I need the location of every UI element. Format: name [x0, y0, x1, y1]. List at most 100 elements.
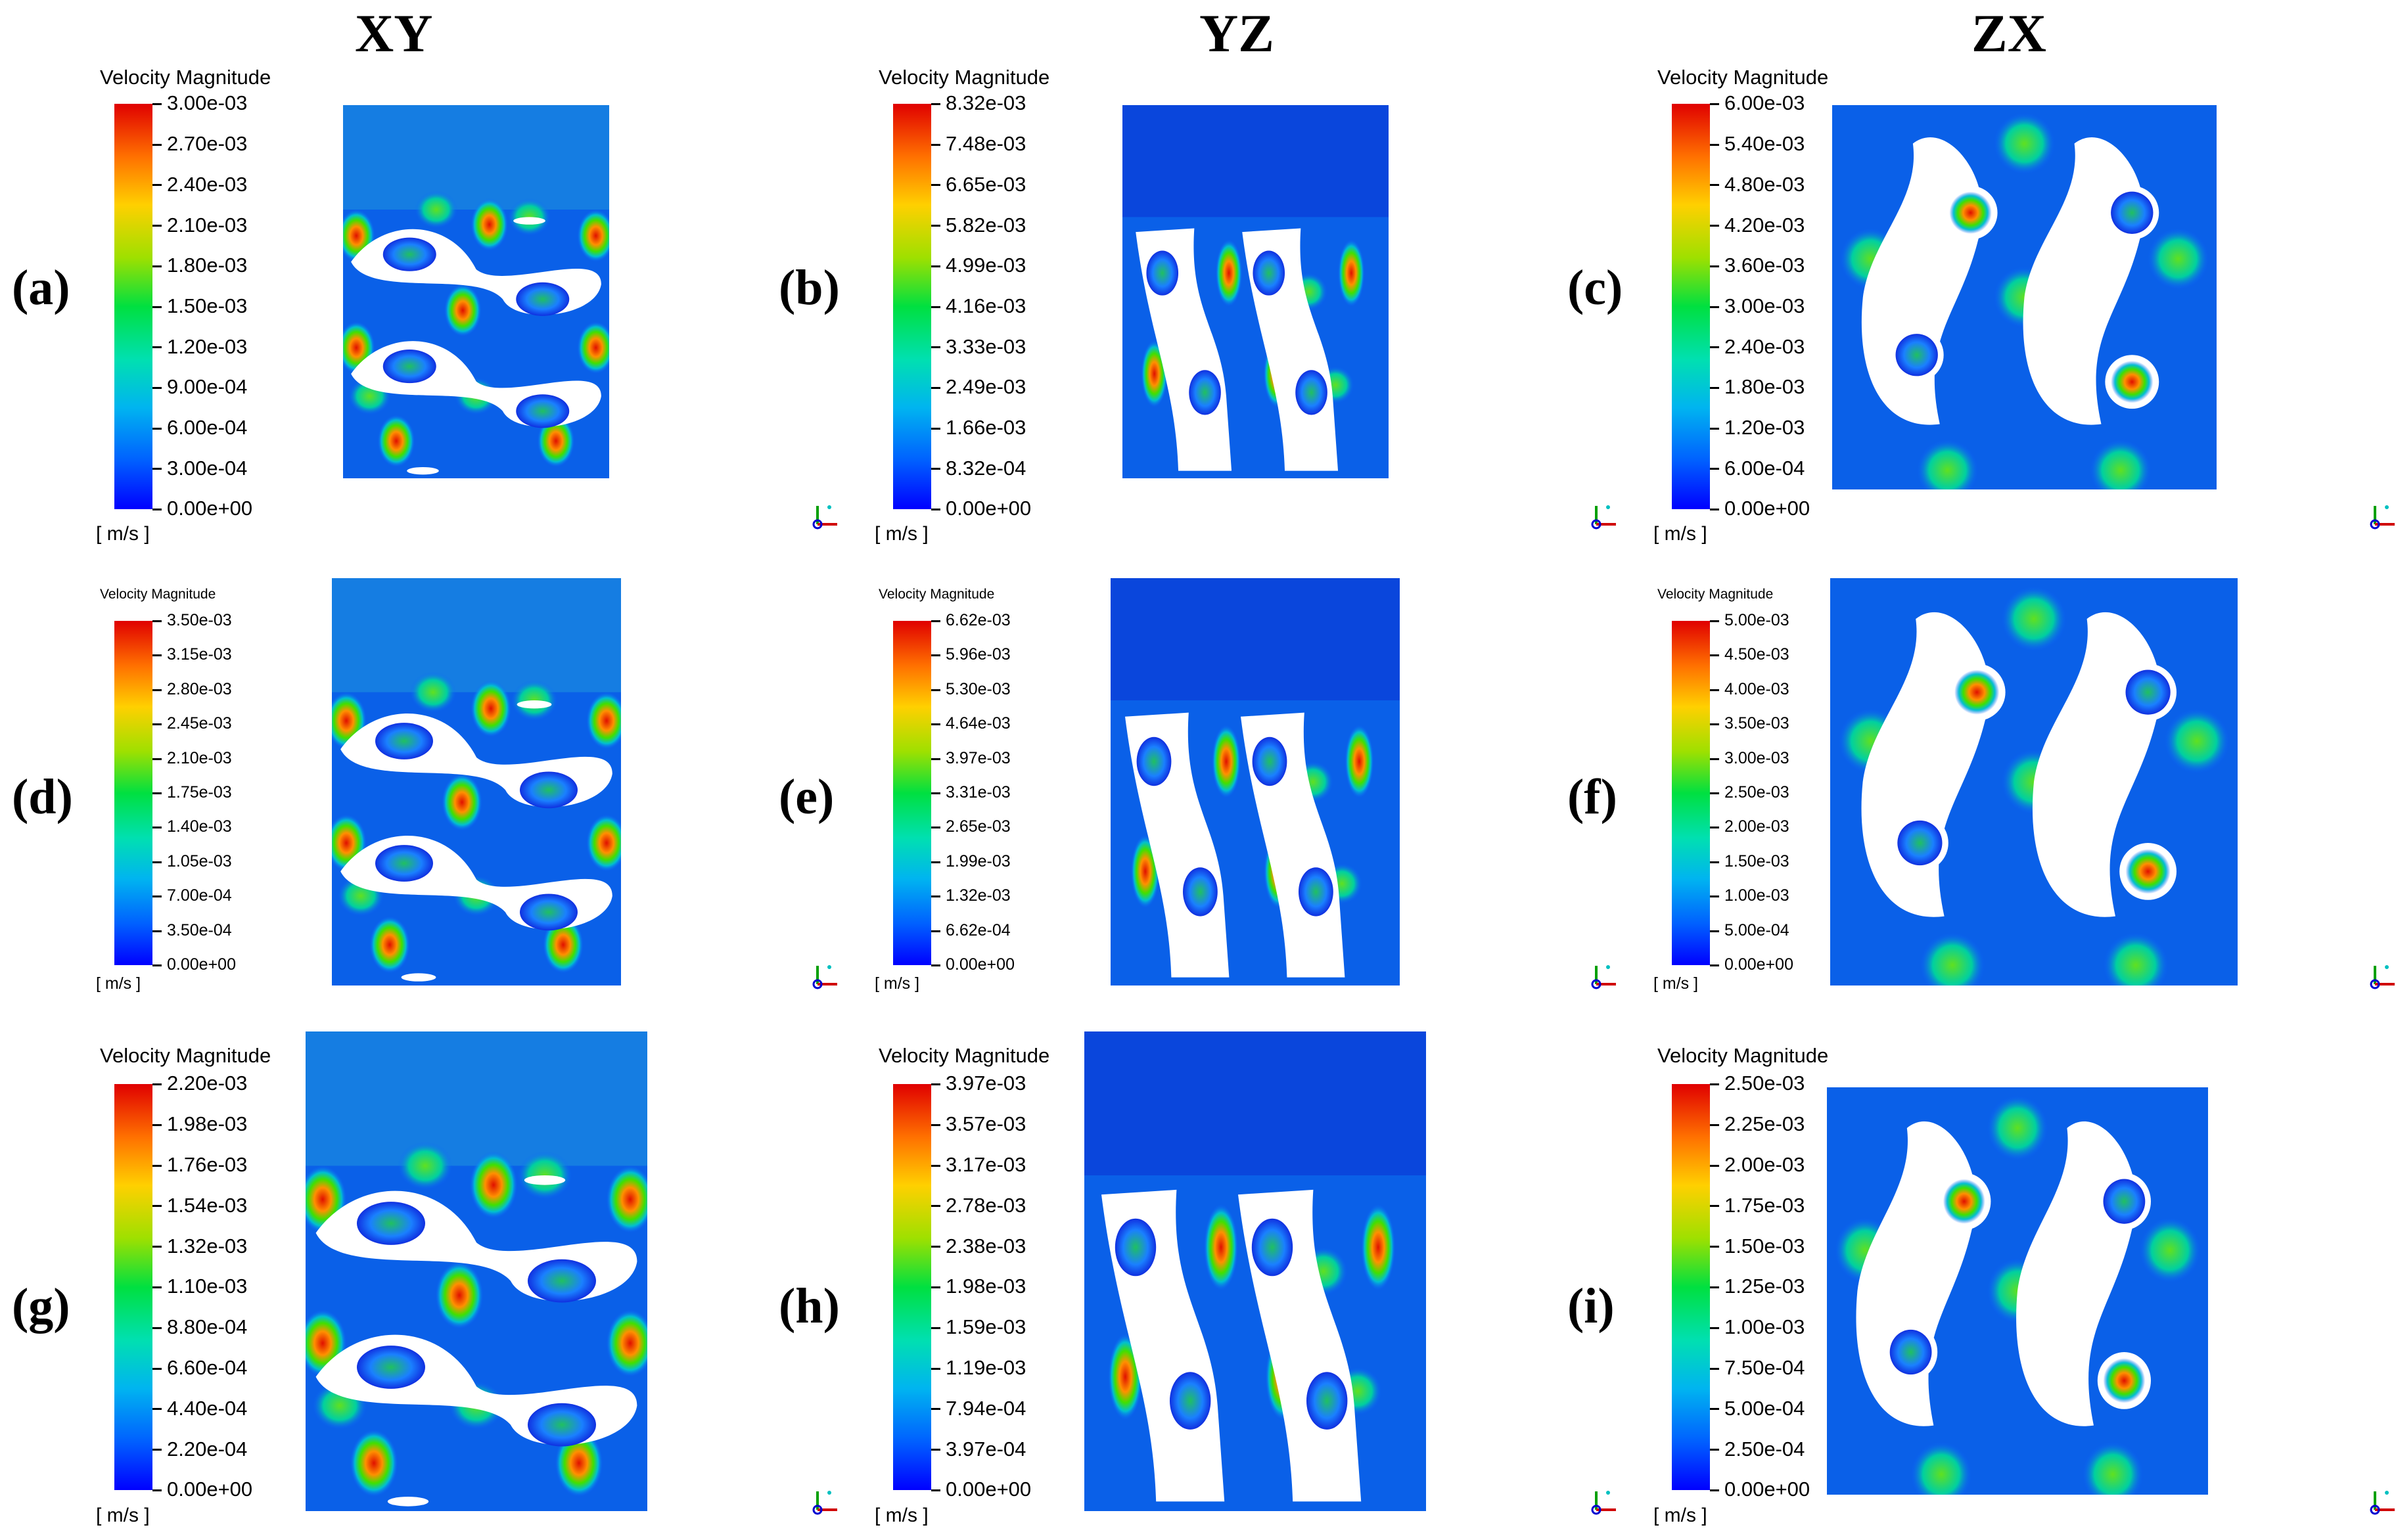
legend-tick-label: 3.15e-03	[167, 645, 232, 664]
legend-tick	[152, 1367, 162, 1370]
legend-tick-label: 4.20e-03	[1724, 213, 1805, 237]
velocity-contour-plot	[1827, 1087, 2208, 1495]
legend-unit: [ m/s ]	[1653, 974, 1699, 993]
legend-tick	[152, 1286, 162, 1288]
pore-flow	[1943, 1179, 1985, 1224]
legend-tick	[152, 895, 162, 898]
legend-tick	[931, 509, 940, 510]
legend-tick-label: 6.65e-03	[946, 172, 1026, 196]
axis-triad-icon	[812, 1491, 837, 1515]
legend-tick	[152, 1164, 162, 1167]
pore-flow	[382, 350, 436, 384]
legend-tick	[152, 1083, 162, 1085]
axis-triad-icon	[2370, 1491, 2395, 1515]
colorbar	[893, 1084, 931, 1490]
legend-tick-label: 6.60e-04	[167, 1356, 248, 1379]
legend-tick	[1710, 509, 1719, 510]
legend-tick	[152, 1246, 162, 1248]
legend-title: Velocity Magnitude	[879, 1044, 1050, 1067]
velocity-hotspot	[537, 415, 575, 467]
legend-unit: [ m/s ]	[875, 523, 929, 545]
velocity-hotspot	[606, 1309, 647, 1377]
pore-flow	[528, 1259, 596, 1303]
legend-tick	[1710, 620, 1719, 622]
velocity-hotspot	[511, 680, 558, 721]
pore-flow	[357, 1202, 425, 1245]
legend-tick	[1710, 930, 1719, 932]
pore-flow	[520, 894, 578, 931]
legend-tick-label: 1.98e-03	[946, 1275, 1026, 1298]
legend-tick-label: 4.50e-03	[1724, 645, 1789, 664]
legend-tick	[1710, 1408, 1719, 1411]
legend-tick-label: 1.80e-03	[167, 254, 248, 277]
velocity-contour-plot	[332, 578, 621, 985]
velocity-hotspot	[444, 284, 482, 337]
legend-tick	[931, 265, 940, 267]
velocity-hotspot	[508, 198, 551, 236]
contour-field	[1111, 578, 1400, 985]
legend-tick	[931, 103, 940, 105]
pore-flow	[1895, 334, 1938, 376]
colorbar	[893, 621, 931, 965]
legend-tick-label: 3.50e-03	[167, 611, 232, 629]
velocity-hotspot	[586, 692, 621, 750]
legend-tick-label: 1.00e-03	[1724, 886, 1789, 905]
panel-label: (e)	[779, 769, 835, 825]
colorbar	[893, 104, 931, 509]
legend-tick-label: 1.10e-03	[167, 1275, 248, 1298]
legend-tick-label: 1.98e-03	[167, 1112, 248, 1136]
legend-tick-label: 2.50e-04	[1724, 1437, 1805, 1461]
legend-tick-label: 5.30e-03	[946, 679, 1011, 698]
legend-tick-label: 0.00e+00	[1724, 497, 1810, 520]
panel-label: (h)	[779, 1279, 840, 1334]
pore-flow	[1252, 736, 1287, 786]
legend-tick	[1710, 265, 1719, 267]
color-legend: Velocity Magnitude 2.50e-03 2.25e-03 2.00e-…	[1653, 1044, 1973, 1531]
velocity-hotspot	[442, 773, 482, 831]
column-header-yz: YZ	[1199, 3, 1274, 63]
legend-tick-label: 6.62e-04	[946, 920, 1011, 940]
legend-tick	[931, 1367, 940, 1370]
legend-tick-label: 0.00e+00	[167, 1478, 253, 1501]
velocity-hotspot	[471, 680, 511, 737]
velocity-hotspot	[2001, 586, 2067, 652]
pore-flow	[375, 723, 433, 759]
legend-tick	[1710, 964, 1719, 966]
pore-flow	[2111, 361, 2154, 403]
legend-tick-label: 1.66e-03	[946, 416, 1026, 439]
legend-tick-label: 2.65e-03	[946, 817, 1011, 836]
colorbar	[1672, 1084, 1710, 1490]
legend-tick-label: 1.40e-03	[167, 817, 232, 836]
legend-tick	[1710, 1286, 1719, 1288]
velocity-contour-plot	[1122, 105, 1389, 478]
legend-tick-label: 2.45e-03	[167, 714, 232, 733]
legend-tick	[152, 861, 162, 863]
legend-tick	[1710, 723, 1719, 726]
pore-flow	[1949, 191, 1992, 234]
axis-triad-icon	[812, 505, 837, 530]
axis-triad-icon	[1591, 505, 1616, 530]
pore-flow	[1251, 1218, 1293, 1277]
legend-tick	[1710, 427, 1719, 430]
legend-tick-label: 1.50e-03	[1724, 1234, 1805, 1257]
legend-tick-label: 4.40e-04	[167, 1396, 248, 1420]
legend-tick	[1710, 184, 1719, 187]
legend-tick-label: 6.00e-04	[167, 416, 248, 439]
velocity-hotspot	[1212, 725, 1241, 798]
legend-tick	[931, 1449, 940, 1451]
axis-triad-icon	[1591, 965, 1616, 989]
legend-tick	[152, 620, 162, 622]
legend-tick	[152, 1326, 162, 1329]
legend-tick-label: 3.97e-03	[946, 748, 1011, 767]
legend-tick	[152, 184, 162, 187]
legend-tick	[152, 225, 162, 227]
legend-tick-label: 7.50e-04	[1724, 1356, 1805, 1379]
velocity-hotspot	[2103, 932, 2169, 985]
legend-tick	[1710, 792, 1719, 794]
velocity-hotspot	[577, 210, 609, 262]
velocity-hotspot	[1993, 112, 2056, 175]
legend-tick	[152, 468, 162, 470]
legend-tick	[1710, 1449, 1719, 1451]
legend-tick-label: 2.10e-03	[167, 213, 248, 237]
velocity-hotspot	[1910, 1441, 1972, 1495]
